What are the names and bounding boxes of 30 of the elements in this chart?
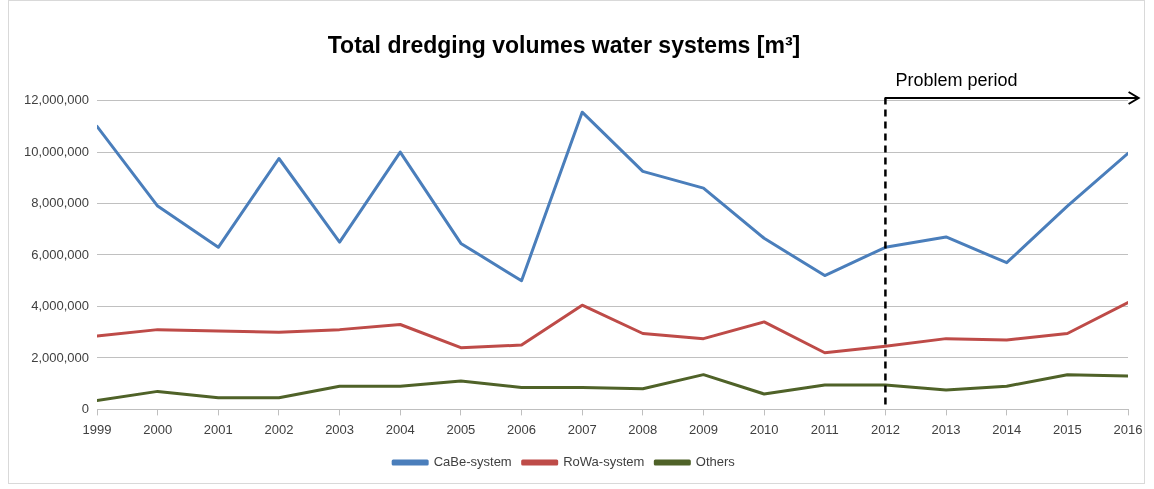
y-tick-label: 8,000,000: [31, 195, 89, 211]
legend-label: Others: [695, 454, 736, 470]
x-tick-label: 2009: [689, 421, 718, 437]
x-tick-label: 2003: [325, 421, 355, 437]
x-tick-label: 2016: [1113, 421, 1143, 437]
x-tick-label: 2013: [931, 421, 961, 437]
x-tick-label: 2000: [143, 421, 173, 437]
x-tick-label: 2014: [992, 421, 1022, 437]
x-tick-label: 2005: [446, 421, 476, 437]
x-tick-label: 2008: [628, 421, 658, 437]
x-tick-label: 2004: [385, 421, 415, 437]
x-tick-label: 2006: [507, 421, 536, 437]
x-tick-label: 2010: [749, 421, 779, 437]
x-tick-label: 2007: [567, 421, 597, 437]
legend-label: CaBe-system: [433, 454, 512, 470]
x-tick-label: 2001: [203, 421, 233, 437]
x-tick-label: 2011: [810, 421, 839, 437]
legend-label: RoWa-system: [563, 454, 645, 470]
ref-line-label: Problem period: [895, 69, 1018, 90]
x-tick-label: 2012: [870, 421, 900, 437]
y-tick-label: 12,000,000: [23, 92, 89, 108]
x-tick-label: 2015: [1052, 421, 1082, 437]
y-tick-label: 10,000,000: [23, 143, 89, 159]
y-tick-label: 4,000,000: [31, 298, 89, 314]
x-tick-label: 2002: [264, 421, 294, 437]
chart-title: Total dredging volumes water systems [m³]: [327, 32, 801, 59]
x-tick-label: 1999: [82, 421, 112, 437]
y-tick-label: 2,000,000: [31, 349, 89, 365]
y-tick-label: 0: [81, 400, 89, 416]
y-tick-label: 6,000,000: [31, 246, 89, 262]
